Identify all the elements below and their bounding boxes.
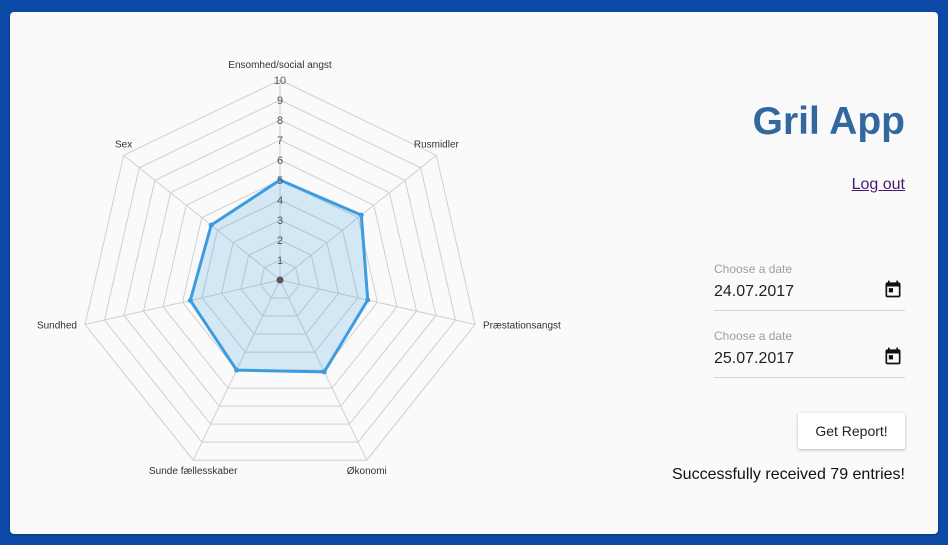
data-point [208,222,214,228]
tick-label: 3 [277,215,283,227]
category-label: Sex [115,139,132,150]
data-point [277,177,283,183]
data-point [187,297,193,303]
category-label: Sunde fællesskaber [149,466,238,477]
tick-label: 7 [277,135,283,147]
calendar-icon[interactable] [883,279,903,299]
category-label: Præstationsangst [483,321,561,332]
radar-chart: 1 2 3 4 5 6 7 8 9 10 Ensomhed/social angst Rusmidle… [37,60,561,477]
category-label: Sundhed [37,321,77,332]
grid-ring [240,239,320,317]
status-message: Successfully received 79 entries! [672,466,905,483]
main-card: 1 2 3 4 5 6 7 8 9 10 Ensomhed/social angst Rusmidle… [10,12,938,534]
grid-spoke [84,279,281,325]
start-date-value[interactable]: 24.07.2017 [714,283,795,300]
tick-label: 8 [277,115,283,127]
end-date-value[interactable]: 25.07.2017 [714,350,795,367]
end-date-label: Choose a date [714,329,793,343]
category-label: Rusmidler [414,139,460,150]
data-point [321,369,327,375]
data-point [365,297,371,303]
grid-ring [220,219,340,335]
grid-spoke [279,154,437,281]
tick-label: 6 [277,155,283,167]
category-label: Ensomhed/social angst [228,60,332,71]
center-point [276,276,284,284]
data-point [234,367,240,373]
start-date-field[interactable]: Choose a date 24.07.2017 [714,262,905,311]
grid-spoke [279,279,476,325]
category-label: Økonomi [347,466,387,477]
grid-ring [142,139,418,407]
app-title: Gril App [752,100,905,143]
tick-label: 5 [277,175,283,187]
tick-label: 9 [277,95,283,107]
grid-ring [123,119,437,425]
tick-label: 2 [277,235,283,247]
end-date-field[interactable]: Choose a date 25.07.2017 [714,329,905,378]
logout-link[interactable]: Log out [851,176,905,193]
start-date-label: Choose a date [714,262,793,276]
grid-ring [259,259,301,299]
radar-labels: 1 2 3 4 5 6 7 8 9 10 Ensomhed/social angst Rusmidle… [37,60,561,477]
grid-ring [201,199,359,353]
series-area [188,178,370,374]
get-report-button[interactable]: Get Report! [798,413,905,449]
grid-ring [162,159,398,389]
radar-series [187,177,371,375]
grid-ring [103,99,457,443]
tick-label: 1 [277,255,283,267]
grid-spoke [123,154,281,281]
tick-label: 4 [277,195,283,207]
grid-ring [84,79,476,461]
tick-label: 10 [274,75,286,87]
data-point [358,212,364,218]
calendar-icon[interactable] [883,346,903,366]
